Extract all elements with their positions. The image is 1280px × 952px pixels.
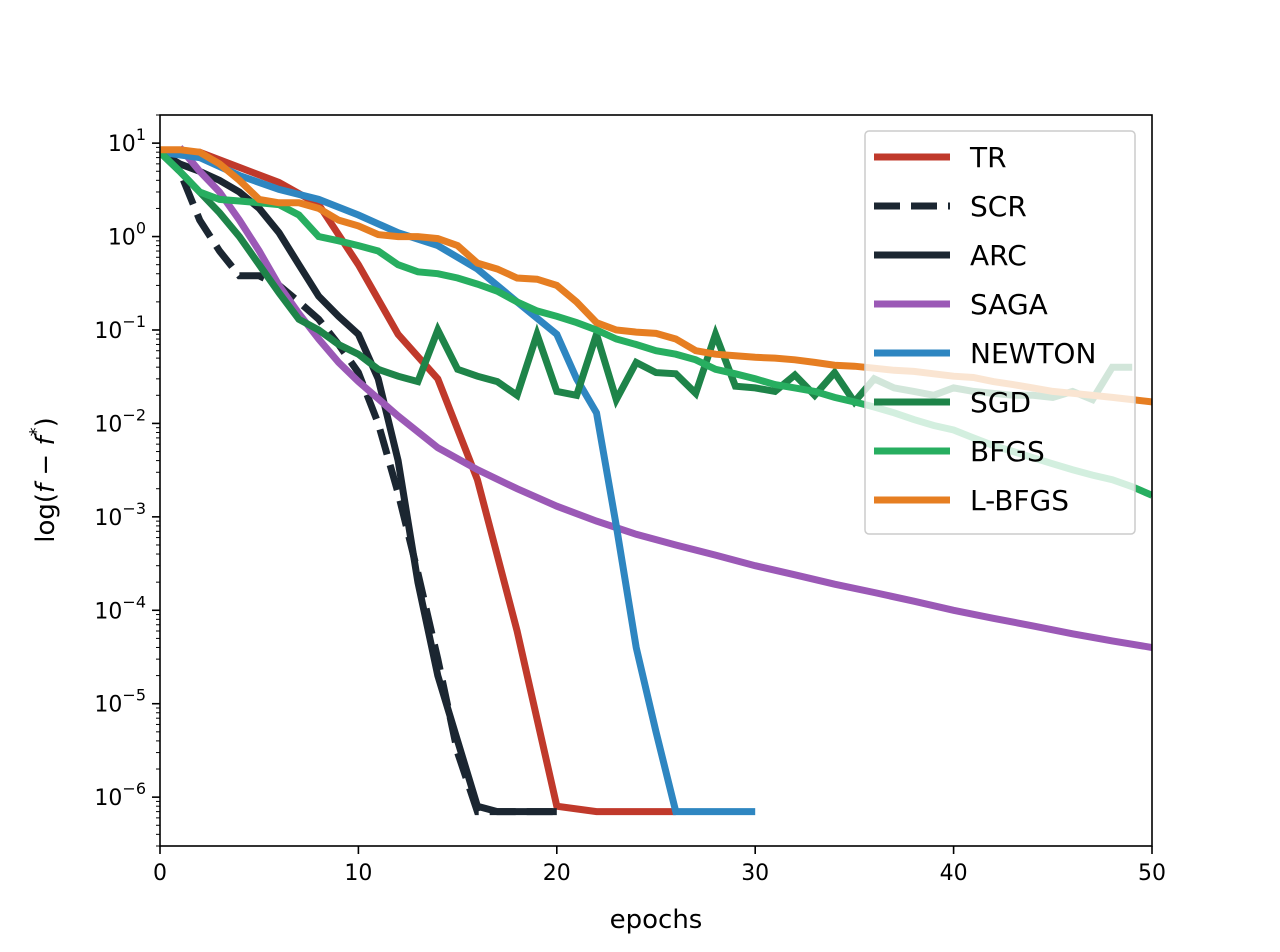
legend-label: BFGS [970,435,1045,468]
legend-label: SGD [970,386,1031,419]
y-tick-label: 10−1 [94,312,146,344]
legend-label: L-BFGS [970,484,1069,517]
series-line-arc [160,149,557,816]
legend-label: NEWTON [970,337,1096,370]
y-tick-label: 100 [108,219,146,251]
legend-box [864,130,1136,535]
x-tick-label: 50 [1138,861,1166,886]
y-tick-label: 10−4 [94,592,146,624]
y-tick-label: 10−2 [94,405,146,437]
ticks-layer: 0 10 20 30 40 50 101 100 10−1 10−2 10−3 10−4 10−5 10−… [94,114,1166,886]
plot-frame [159,114,1153,847]
y-tick-label: 10−5 [94,686,146,718]
x-tick-label: 20 [543,861,571,886]
legend-label: SAGA [970,288,1048,321]
series-line-saga [177,145,1152,651]
y-tick-label: 10−3 [94,499,146,531]
legend-label: ARC [970,239,1027,272]
y-axis-label: log(f − f*) [26,417,61,543]
legend-label: TR [969,141,1007,174]
series-line-newton [160,148,756,816]
x-tick-label: 10 [344,861,372,886]
y-tick-label: 101 [108,125,146,157]
x-tick-label: 30 [741,861,769,886]
legend-label: SCR [970,190,1027,223]
x-tick-label: 0 [153,861,167,886]
x-axis-label: epochs [610,905,703,935]
y-tick-label: 10−6 [94,779,146,811]
legend: TR SCR ARC SAGA NEWTON SGD BFGS L-BFGS [864,130,1136,535]
x-tick-label: 40 [940,861,968,886]
series-line-tr [160,148,676,816]
